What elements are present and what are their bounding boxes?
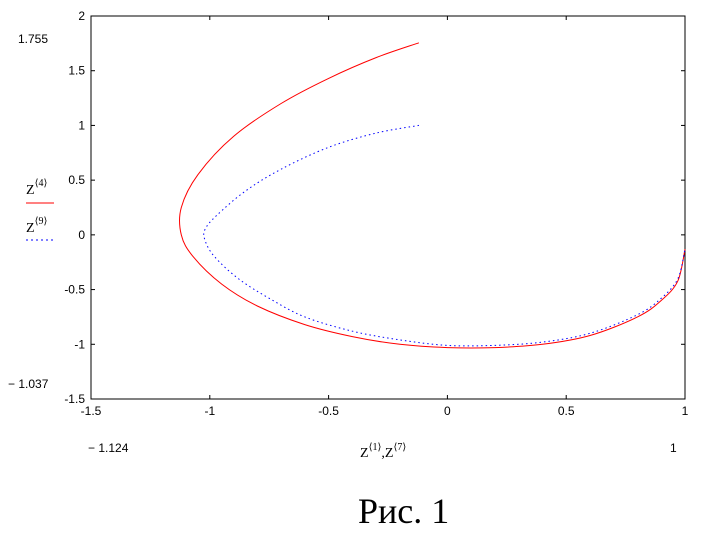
y-min-range-label: − 1.037 [8,377,49,391]
y-tick-label: 1 [78,118,85,132]
plot-frame [90,15,686,400]
y-tick-label: -1.5 [64,392,85,406]
y-tick-label: 2 [78,9,85,23]
x-tick-label: 0 [444,404,451,418]
y-tick-label: 0.5 [68,173,85,187]
figure-caption: Рис. 1 [358,491,450,531]
ticks: -1.5 -1 -0.5 0 0.5 1 2 1.5 1 0.5 0 -0.5 -1 -1.5 [64,9,688,418]
x-tick-label: 0.5 [558,404,575,418]
x-tick-label: -1.5 [81,404,102,418]
series-1-line [179,42,686,349]
y-tick-label: 1.5 [68,64,85,78]
x-min-range-label: − 1.124 [88,441,129,455]
y-tick-label: -0.5 [64,283,85,297]
series-2-line [203,124,686,347]
y-tick-label: -1 [74,337,85,351]
y-max-range-label: 1.755 [18,32,48,46]
x-tick-label: 1 [682,404,689,418]
legend-entry-1-label: Z⟨4⟩ [26,178,47,198]
series [179,42,686,349]
x-max-range-label: 1 [670,441,677,455]
x-axis-label: Z⟨1⟩,Z⟨7⟩ [360,442,406,461]
legend: Z⟨4⟩ Z⟨9⟩ [26,178,54,241]
legend-entry-2-label: Z⟨9⟩ [26,216,47,236]
x-tick-label: -1 [204,404,215,418]
y-tick-label: 0 [78,228,85,242]
x-tick-label: -0.5 [318,404,339,418]
